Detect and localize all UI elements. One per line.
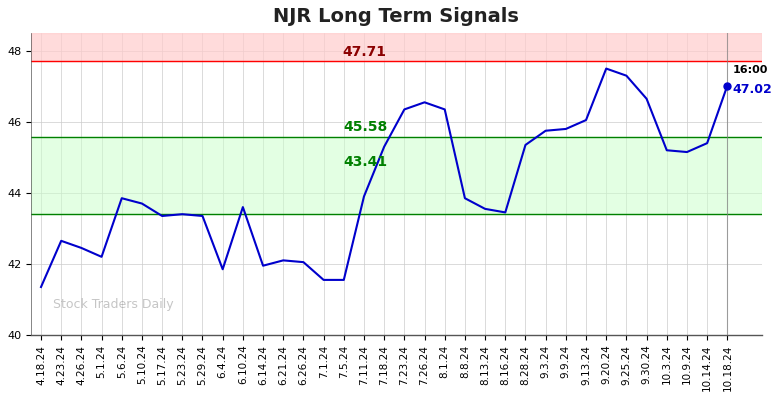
Text: 45.58: 45.58 [344, 120, 388, 134]
Bar [31, 33, 761, 61]
Text: 43.41: 43.41 [344, 154, 388, 168]
Text: 47.02: 47.02 [732, 83, 772, 96]
Bar [31, 137, 761, 214]
Text: Stock Traders Daily: Stock Traders Daily [53, 298, 173, 311]
Text: 16:00: 16:00 [732, 64, 768, 75]
Text: 47.71: 47.71 [342, 45, 386, 59]
Title: NJR Long Term Signals: NJR Long Term Signals [274, 7, 519, 26]
